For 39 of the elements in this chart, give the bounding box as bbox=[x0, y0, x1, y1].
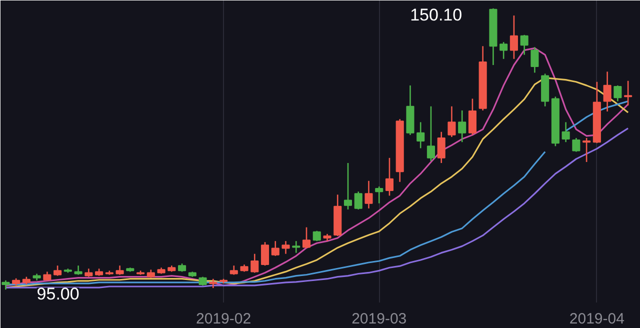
candlestick bbox=[614, 84, 622, 102]
x-tick-label: 2019-02 bbox=[196, 310, 252, 328]
candlestick bbox=[312, 230, 321, 242]
candlestick bbox=[116, 264, 124, 276]
candlestick bbox=[520, 34, 528, 56]
candlestick bbox=[375, 186, 384, 204]
candlestick bbox=[74, 264, 82, 276]
candlestick bbox=[364, 180, 373, 210]
candlestick bbox=[250, 253, 259, 274]
candlestick bbox=[260, 241, 270, 266]
candlestick bbox=[385, 157, 394, 196]
candlestick bbox=[468, 98, 476, 136]
candlestick bbox=[354, 190, 362, 210]
candlestick bbox=[292, 240, 300, 254]
candlestick bbox=[230, 264, 238, 276]
candlestick bbox=[530, 46, 539, 74]
annotation: 95.00 bbox=[36, 284, 80, 304]
candlestick bbox=[458, 110, 466, 143]
candlestick bbox=[500, 41, 508, 60]
candlestick bbox=[271, 240, 280, 257]
x-tick-label: 2019-04 bbox=[569, 310, 624, 328]
candlestick bbox=[510, 14, 518, 60]
candlestick bbox=[282, 240, 290, 254]
candlestick bbox=[416, 122, 425, 149]
candlestick bbox=[572, 137, 580, 152]
annotation: 150.10 bbox=[410, 5, 462, 24]
candlestick bbox=[2, 280, 10, 290]
candlestick bbox=[624, 80, 632, 106]
candlestick bbox=[603, 71, 612, 112]
candlestick bbox=[344, 162, 352, 210]
candlestick bbox=[426, 106, 435, 162]
candlestick bbox=[209, 278, 218, 289]
x-tick-label: 2019-03 bbox=[352, 310, 407, 328]
candlestick bbox=[54, 264, 62, 276]
candlestick bbox=[582, 137, 591, 163]
candlestick bbox=[562, 122, 570, 143]
candlestick bbox=[448, 106, 456, 138]
candlestick bbox=[302, 226, 311, 249]
candlestick bbox=[437, 131, 446, 164]
